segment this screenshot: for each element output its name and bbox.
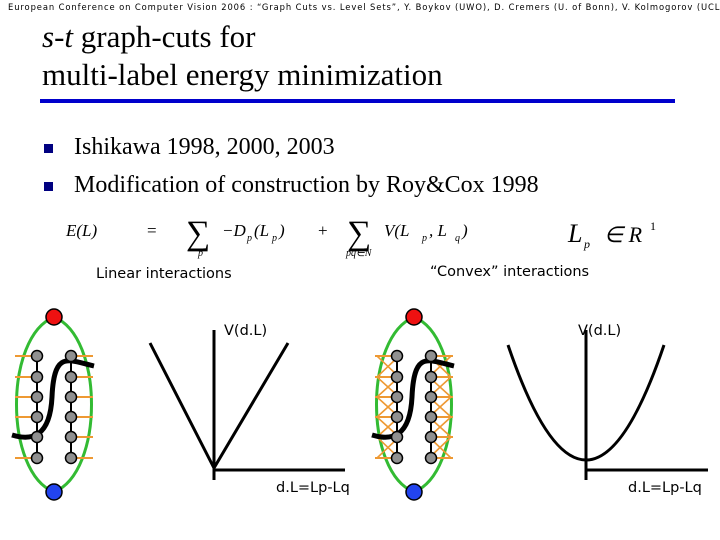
eq-term2-sub1: p <box>421 233 427 244</box>
title-italic: s-t <box>42 19 73 54</box>
eq-rhs-sub: p <box>583 237 590 251</box>
chain-edge-left <box>15 315 55 494</box>
convex-graph-construction <box>371 308 455 501</box>
graph-node <box>390 349 404 363</box>
linear-potential-curve <box>148 342 290 472</box>
eq-term1-sub: p <box>246 233 252 244</box>
slide-title: s-t graph-cuts for multi-label energy mi… <box>42 18 443 94</box>
bullet-text: Modification of construction by Roy&Cox … <box>74 172 539 198</box>
right-x-label: d.L=Lp-Lq <box>628 480 702 496</box>
eq-sum1: ∑ <box>186 215 210 252</box>
left-x-label: d.L=Lp-Lq <box>276 480 350 496</box>
convex-potential-curve <box>506 344 666 462</box>
eq-term1-arg: (L <box>254 221 269 240</box>
graph-node <box>424 410 438 424</box>
graph-node <box>390 451 404 465</box>
graph-node <box>390 390 404 404</box>
chain-edge-right <box>53 315 93 494</box>
graph-node <box>64 451 78 465</box>
eq-rhs-in: ∈ R <box>604 222 643 247</box>
graph-node <box>424 390 438 404</box>
title-line1: graph-cuts for <box>73 19 256 54</box>
convex-potential-plot <box>506 330 708 480</box>
eq-sum1-sub: p <box>197 248 203 259</box>
graph-node <box>30 390 44 404</box>
eq-term1: −D <box>222 221 246 240</box>
eq-sum2-sub: pq∈N <box>345 248 373 259</box>
graph-node <box>64 430 78 444</box>
eq-equals: = <box>147 221 157 240</box>
eq-rhs-sup: 1 <box>650 219 656 233</box>
chain-edge-right <box>413 315 453 494</box>
left-y-label: V(d.L) <box>224 323 268 339</box>
eq-term1-arg-sub: p <box>271 233 277 244</box>
bullet-text: Ishikawa 1998, 2000, 2003 <box>74 134 335 160</box>
eq-lhs: E(L) <box>65 221 98 240</box>
right-y-label: V(d.L) <box>578 323 622 339</box>
graph-node <box>30 430 44 444</box>
graph-node <box>64 370 78 384</box>
eq-plus: + <box>318 221 328 240</box>
bullet-square-icon <box>44 182 53 191</box>
eq-rhs-var: L <box>567 219 582 248</box>
eq-term1-close: ) <box>278 221 285 240</box>
sink-terminal <box>405 483 423 501</box>
graph-node <box>64 410 78 424</box>
graph-node <box>64 349 78 363</box>
graph-node <box>30 451 44 465</box>
slide-header: European Conference on Computer Vision 2… <box>8 2 720 12</box>
graph-node <box>30 370 44 384</box>
eq-term2-sub2: q <box>455 233 460 244</box>
eq-term2: V(L <box>384 221 410 240</box>
graph-node <box>424 430 438 444</box>
graph-node <box>424 349 438 363</box>
graph-node <box>390 370 404 384</box>
source-terminal <box>45 308 63 326</box>
eq-term2-close: ) <box>461 221 468 240</box>
linear-graph-construction <box>11 308 95 501</box>
sink-terminal <box>45 483 63 501</box>
graph-node <box>30 349 44 363</box>
chain-edge-left <box>375 315 415 494</box>
bullet-square-icon <box>44 144 53 153</box>
linear-potential-plot <box>148 330 345 480</box>
source-terminal <box>405 308 423 326</box>
cut-curve <box>11 358 95 440</box>
graph-node <box>424 370 438 384</box>
graph-node <box>64 390 78 404</box>
graph-node <box>424 451 438 465</box>
graph-node <box>390 430 404 444</box>
right-caption: “Convex” interactions <box>430 264 590 280</box>
eq-sum2: ∑ <box>347 215 371 252</box>
graph-node <box>30 410 44 424</box>
title-rule <box>40 99 675 103</box>
eq-term2-mid: , L <box>429 221 447 240</box>
title-line2: multi-label energy minimization <box>42 57 443 92</box>
energy-equation: E(L) = ∑ p −D p (L p ) + ∑ pq∈N V(L p , … <box>65 215 656 259</box>
left-caption: Linear interactions <box>96 266 232 282</box>
graph-node <box>390 410 404 424</box>
cut-curve <box>371 358 455 440</box>
